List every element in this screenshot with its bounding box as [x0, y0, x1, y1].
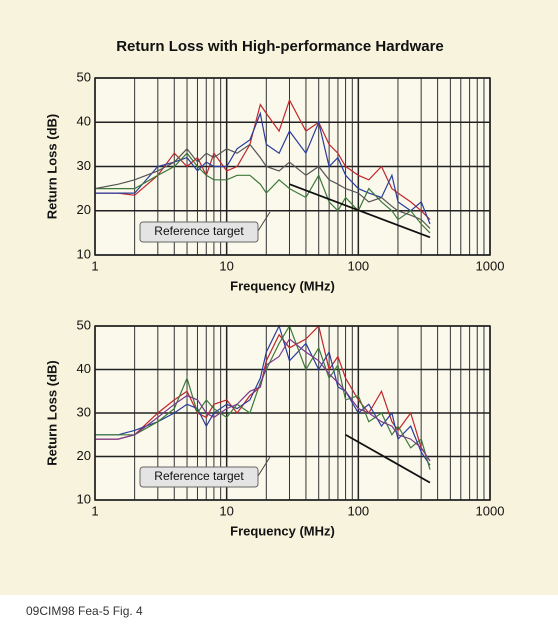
data-line — [95, 98, 431, 221]
y-tick-label: 30 — [77, 158, 91, 173]
x-tick-label: 100 — [347, 503, 369, 518]
y-tick-label: 50 — [77, 317, 91, 332]
x-axis-label: Frequency (MHz) — [230, 523, 335, 538]
data-line — [94, 143, 431, 229]
x-axis-label: Frequency (MHz) — [230, 278, 335, 293]
y-tick-label: 40 — [77, 114, 91, 129]
reference-line — [289, 183, 431, 239]
reference-line — [345, 433, 431, 484]
annotation-leader — [257, 211, 271, 232]
x-tick-label: 1000 — [476, 503, 505, 518]
annotation: Reference target — [154, 224, 244, 238]
y-tick-label: 20 — [77, 202, 91, 217]
x-tick-label: 1 — [91, 503, 98, 518]
y-tick-label: 30 — [77, 404, 91, 419]
y-tick-label: 10 — [77, 246, 91, 261]
x-tick-label: 100 — [347, 258, 369, 273]
annotation-box — [139, 466, 259, 488]
x-tick-label: 10 — [219, 503, 233, 518]
data-line — [95, 111, 431, 225]
data-line — [95, 324, 431, 470]
data-line — [95, 152, 431, 234]
plot-frame — [94, 325, 491, 501]
y-tick-label: 40 — [77, 361, 91, 376]
y-tick-label: 10 — [77, 491, 91, 506]
footer: 09CIM98 Fea-5 Fig. 4 — [26, 604, 143, 618]
y-axis-label: Return Loss (dB) — [44, 114, 59, 219]
annotation-leader — [257, 456, 271, 477]
plot-frame — [94, 77, 491, 256]
data-line — [95, 338, 431, 462]
x-tick-label: 1 — [91, 258, 98, 273]
chart-title: Return Loss with High-performance Hardwa… — [116, 38, 444, 55]
annotation-box — [139, 221, 259, 243]
y-tick-label: 50 — [77, 69, 91, 84]
x-tick-label: 1000 — [476, 258, 505, 273]
data-line — [95, 324, 431, 462]
y-axis-label: Return Loss (dB) — [44, 360, 59, 465]
y-tick-label: 20 — [77, 448, 91, 463]
annotation: Reference target — [154, 469, 244, 483]
x-tick-label: 10 — [219, 258, 233, 273]
